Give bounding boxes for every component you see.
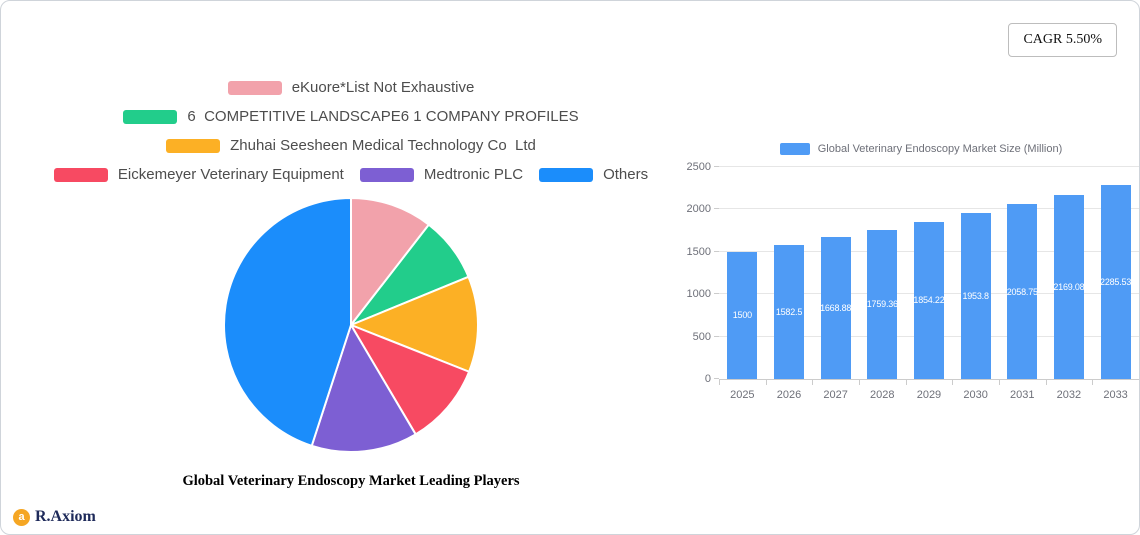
legend-label: Zhuhai Seesheen Medical Technology Co Lt…	[230, 137, 536, 154]
pie-wrap	[221, 195, 481, 460]
bar-value-label: 1668.88	[820, 303, 852, 314]
bar-value-label: 1953.8	[962, 291, 989, 302]
legend-swatch	[359, 167, 414, 182]
x-axis-tick	[905, 380, 907, 385]
legend-item[interactable]: 6 COMPETITIVE LANDSCAPE6 1 COMPANY PROFI…	[123, 108, 579, 125]
pie-slice	[223, 196, 352, 448]
bar: 1668.88	[820, 237, 852, 379]
x-axis-tick	[1092, 380, 1094, 385]
x-tick-label: 2026	[776, 389, 802, 401]
cagr-badge: CAGR 5.50%	[1008, 23, 1117, 57]
y-tick-label: 1500	[686, 245, 711, 258]
y-axis-tick	[714, 208, 719, 210]
legend-swatch	[53, 167, 108, 182]
legend-item[interactable]: Medtronic PLC	[359, 166, 524, 183]
x-axis-tick	[952, 380, 954, 385]
legend-item[interactable]: Zhuhai Seesheen Medical Technology Co Lt…	[166, 137, 536, 154]
bar-value-label: 1582.5	[775, 306, 803, 317]
y-tick-label: 2500	[686, 161, 711, 173]
bar-value-label: 1759.36	[866, 299, 898, 310]
legend-swatch	[166, 138, 221, 153]
legend-label: 6 COMPETITIVE LANDSCAPE6 1 COMPANY PROFI…	[187, 108, 579, 125]
x-axis-tick	[765, 380, 767, 385]
bar: 2058.75	[1006, 204, 1038, 379]
bar-value-label: 2169.08	[1053, 282, 1085, 293]
y-tick-label: 500	[692, 330, 711, 343]
gridline	[719, 208, 1139, 210]
x-tick-label: 2025	[730, 389, 755, 401]
pie-chart-section: eKuore*List Not Exhaustive 6 COMPETITIVE …	[1, 71, 701, 490]
gridline	[719, 166, 1139, 167]
bar-value-label: 2058.75	[1006, 286, 1038, 297]
logo: a R.Axiom	[13, 508, 96, 526]
bar-plot: 0 500 1000 1500 2000 2500 1500 1582.5 1668.88 175…	[687, 161, 1139, 385]
y-axis-tick	[714, 335, 719, 337]
pie-chart	[223, 196, 479, 453]
bar: 1500	[727, 251, 758, 379]
x-tick-label: 2029	[916, 389, 942, 401]
x-axis-tick	[812, 380, 814, 385]
legend-row: Zhuhai Seesheen Medical Technology Co Lt…	[166, 137, 536, 154]
legend-row: 6 COMPETITIVE LANDSCAPE6 1 COMPANY PROFI…	[123, 108, 579, 125]
legend-item[interactable]: Others	[539, 166, 648, 183]
bar-value-label: 1500	[732, 310, 752, 321]
legend-item[interactable]: eKuore*List Not Exhaustive	[227, 79, 475, 96]
legend-swatch	[227, 80, 282, 95]
x-axis-tick	[858, 380, 860, 385]
bar-chart-section: Global Veterinary Endoscopy Market Size …	[687, 143, 1139, 401]
bar-legend-label: Global Veterinary Endoscopy Market Size …	[817, 143, 1063, 155]
y-axis-tick	[714, 293, 719, 295]
bar-value-label: 2285.53	[1100, 277, 1132, 288]
legend-item[interactable]: Eickemeyer Veterinary Equipment	[53, 166, 344, 183]
x-tick-label: 2028	[870, 389, 895, 401]
x-tick-label: 2032	[1056, 389, 1082, 401]
x-axis-tick	[998, 380, 1000, 385]
bar: 1759.36	[866, 229, 898, 379]
y-axis-tick	[714, 250, 719, 252]
x-tick-label: 2033	[1103, 389, 1128, 401]
x-tick-label: 2031	[1010, 389, 1035, 401]
bar-value-label: 1854.22	[913, 295, 945, 306]
y-tick-label: 1000	[686, 288, 711, 301]
bars: 1500 1582.5 1668.88 1759.36 1854.22 1953.8 205…	[719, 167, 1139, 379]
logo-text: R.Axiom	[35, 508, 96, 525]
legend-swatch	[123, 109, 178, 124]
bar: 1854.22	[913, 221, 945, 379]
y-axis-tick	[714, 166, 719, 167]
legend-label: Medtronic PLC	[423, 166, 524, 183]
x-axis-labels: 2025 2026 2027 2028 2029 2030 2031 2032 2033	[719, 389, 1139, 401]
y-tick-label: 2000	[686, 203, 711, 216]
bar: 1582.5	[773, 244, 804, 379]
bar: 2285.53	[1100, 185, 1132, 379]
y-axis-tick	[714, 378, 719, 379]
y-tick-label: 0	[704, 373, 711, 385]
x-axis-tick	[1045, 380, 1047, 385]
pie-legend: eKuore*List Not Exhaustive 6 COMPETITIVE …	[1, 79, 701, 183]
pie-slice	[348, 275, 479, 374]
pie-caption: Global Veterinary Endoscopy Market Leadi…	[182, 473, 520, 489]
x-tick-label: 2030	[963, 389, 988, 401]
legend-label: eKuore*List Not Exhaustive	[291, 79, 475, 96]
legend-row: eKuore*List Not Exhaustive	[227, 79, 475, 96]
x-tick-label: 2027	[823, 389, 848, 401]
bar-legend-item[interactable]: Global Veterinary Endoscopy Market Size …	[701, 143, 1139, 155]
bar-legend-swatch	[779, 143, 810, 155]
logo-icon: a	[13, 508, 30, 526]
x-axis-tick	[719, 380, 720, 385]
pie-slice	[350, 196, 431, 328]
legend-label: Others	[603, 166, 649, 183]
bar: 2169.08	[1053, 195, 1085, 379]
legend-label: Eickemeyer Veterinary Equipment	[117, 166, 344, 183]
pie-slice	[348, 322, 471, 436]
bar: 1953.8	[960, 213, 991, 379]
legend-swatch	[539, 167, 594, 182]
legend-row: Eickemeyer Veterinary Equipment Medtronic…	[53, 166, 648, 183]
pie-slice	[310, 322, 418, 453]
